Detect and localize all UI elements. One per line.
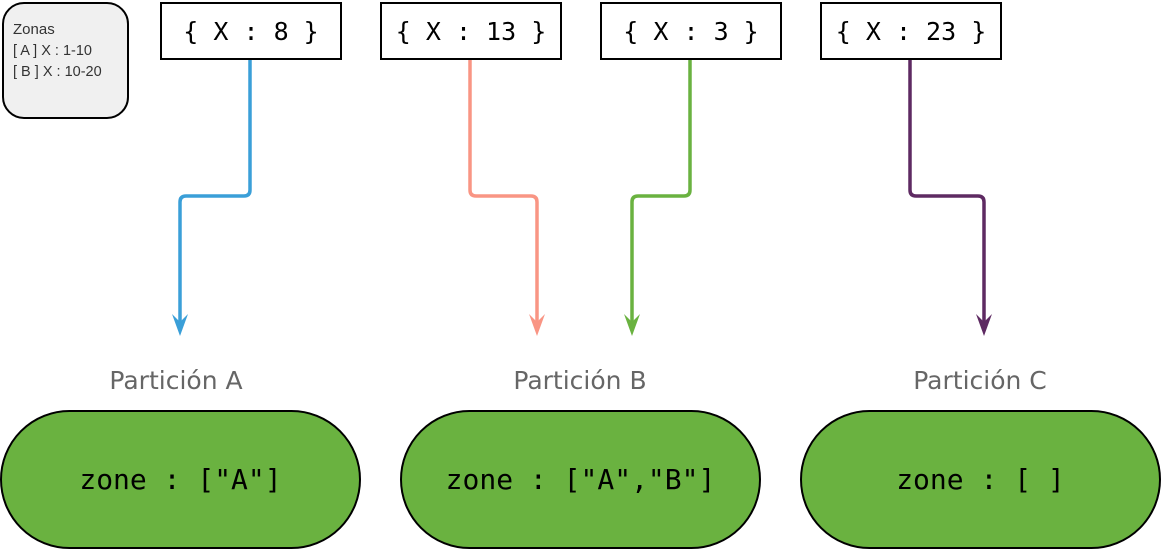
partition-b-zone: zone : ["A","B"] bbox=[445, 463, 716, 496]
arrowhead-c bbox=[976, 314, 992, 336]
arrow-x3-to-b bbox=[630, 60, 692, 322]
document-label: { X : 8 } bbox=[183, 16, 319, 46]
partition-b: zone : ["A","B"] bbox=[400, 410, 761, 549]
partition-c-title: Partición C bbox=[913, 366, 1047, 395]
document-box-x8: { X : 8 } bbox=[160, 2, 342, 60]
legend-item-b: [ B ] X : 10-20 bbox=[13, 64, 102, 80]
partition-a-title: Partición A bbox=[109, 366, 243, 395]
document-label: { X : 23 } bbox=[835, 16, 987, 46]
document-box-x13: { X : 13 } bbox=[380, 2, 562, 60]
arrowhead-b1 bbox=[529, 314, 545, 336]
document-box-x23: { X : 23 } bbox=[820, 2, 1002, 60]
arrow-x8-to-a bbox=[178, 60, 252, 322]
partition-c: zone : [ ] bbox=[800, 410, 1161, 549]
partition-c-zone: zone : [ ] bbox=[896, 463, 1065, 496]
partition-a-zone: zone : ["A"] bbox=[79, 463, 282, 496]
arrow-x13-to-b bbox=[468, 60, 539, 322]
arrow-x23-to-c bbox=[908, 60, 986, 322]
document-box-x3: { X : 3 } bbox=[600, 2, 782, 60]
partition-a: zone : ["A"] bbox=[0, 410, 361, 549]
partition-b-title: Partición B bbox=[513, 366, 647, 395]
document-label: { X : 13 } bbox=[395, 16, 547, 46]
legend-item-a: [ A ] X : 1-10 bbox=[13, 43, 92, 59]
arrowhead-a bbox=[172, 314, 188, 336]
arrowhead-b2 bbox=[624, 314, 640, 336]
zones-legend: Zonas [ A ] X : 1-10 [ B ] X : 10-20 bbox=[2, 2, 129, 119]
document-label: { X : 3 } bbox=[623, 16, 759, 46]
legend-title: Zonas bbox=[13, 21, 55, 38]
